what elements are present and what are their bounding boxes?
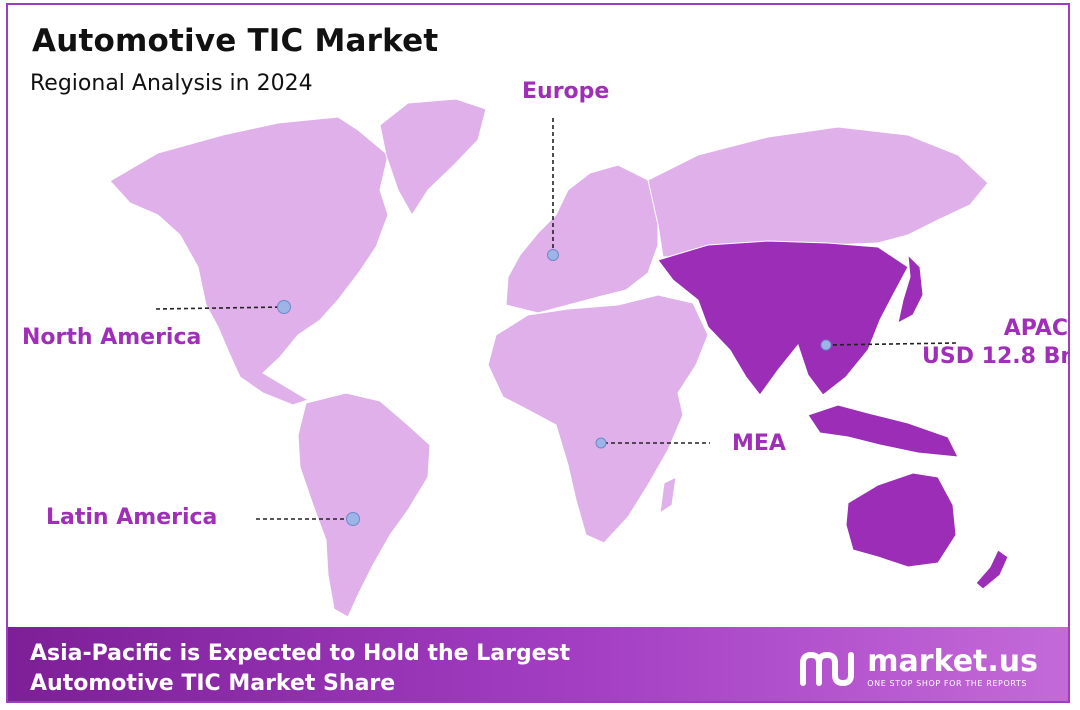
logo-tagline: ONE STOP SHOP FOR THE REPORTS: [867, 679, 1028, 688]
market-us-logo-icon: [800, 651, 855, 687]
region-sea-islands: [807, 404, 959, 458]
region-australia: [845, 472, 957, 568]
world-map: [109, 98, 1009, 618]
region-new-zealand: [975, 549, 1009, 590]
region-europe: [505, 164, 659, 314]
label-latin-america: Latin America: [46, 505, 218, 530]
region-mea: [487, 294, 709, 544]
chart-subtitle: Regional Analysis in 2024: [30, 71, 313, 96]
leader-line-apac: [825, 342, 957, 346]
label-mea: MEA: [732, 431, 786, 456]
footer-line-2: Automotive TIC Market Share: [30, 671, 396, 696]
marker-apac: [820, 339, 832, 351]
chart-title: Automotive TIC Market: [32, 23, 439, 59]
label-apac-value: USD 12.8 Bn: [922, 344, 1070, 369]
region-japan: [897, 253, 924, 324]
label-apac-group: APAC USD 12.8 Bn: [922, 315, 1068, 371]
label-apac: APAC: [1003, 316, 1068, 341]
marker-north-america: [277, 300, 291, 314]
footer-line-1: Asia-Pacific is Expected to Hold the Lar…: [30, 641, 571, 666]
region-latin-america: [297, 392, 431, 618]
label-europe: Europe: [522, 79, 610, 104]
region-greenland: [379, 98, 487, 216]
logo-name: market.us: [867, 644, 1038, 679]
marker-europe: [547, 249, 559, 261]
label-north-america: North America: [22, 325, 202, 350]
marker-mea: [595, 437, 607, 449]
region-north-america: [109, 116, 389, 406]
footer-headline: Asia-Pacific is Expected to Hold the Lar…: [30, 639, 570, 699]
region-madagascar: [659, 476, 677, 515]
footer-banner: Asia-Pacific is Expected to Hold the Lar…: [8, 627, 1068, 701]
leader-line-north-america: [155, 306, 285, 310]
infographic-frame: Automotive TIC Market Regional Analysis …: [6, 3, 1070, 703]
region-north-asia: [647, 126, 989, 258]
market-us-logo: market.us ONE STOP SHOP FOR THE REPORTS: [797, 645, 1038, 688]
region-apac: [657, 240, 909, 396]
marker-latin-america: [346, 512, 360, 526]
